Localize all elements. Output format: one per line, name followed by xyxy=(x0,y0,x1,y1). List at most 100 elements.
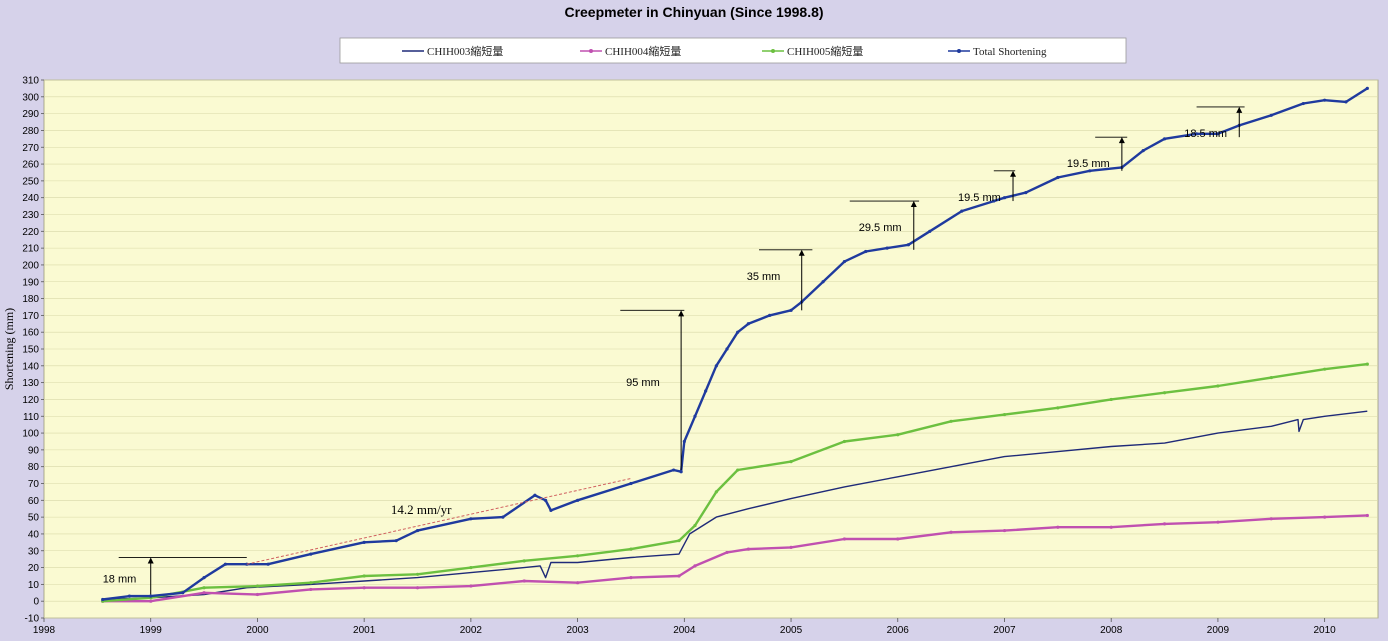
y-tick-label: 270 xyxy=(22,143,39,154)
series-point-1 xyxy=(576,581,579,584)
y-tick-label: 230 xyxy=(22,210,39,221)
y-tick-label: 310 xyxy=(22,76,39,87)
series-point-2 xyxy=(1110,398,1113,401)
x-tick-label: 2004 xyxy=(673,625,696,636)
series-point-3 xyxy=(768,314,771,317)
series-point-2 xyxy=(363,574,366,577)
series-point-2 xyxy=(1056,406,1059,409)
series-point-1 xyxy=(1366,514,1369,517)
series-point-3 xyxy=(789,309,792,312)
series-point-3 xyxy=(928,230,931,233)
y-tick-label: 110 xyxy=(23,412,39,423)
chart-title: Creepmeter in Chinyuan (Since 1998.8) xyxy=(564,4,823,20)
series-point-3 xyxy=(1024,191,1027,194)
series-point-1 xyxy=(202,591,205,594)
y-tick-label: 170 xyxy=(22,311,39,322)
series-point-1 xyxy=(843,537,846,540)
series-point-1 xyxy=(789,546,792,549)
series-point-3 xyxy=(693,415,696,418)
series-point-2 xyxy=(789,460,792,463)
series-point-1 xyxy=(896,537,899,540)
y-tick-label: 180 xyxy=(22,294,39,305)
step-label: 18.5 mm xyxy=(1184,128,1227,140)
series-point-2 xyxy=(309,581,312,584)
series-point-3 xyxy=(715,364,718,367)
y-tick-label: 140 xyxy=(22,361,39,372)
x-axis: 1998 1999 2000 2001 2002 2003 2004 2005 2006 2007… xyxy=(33,618,1336,636)
series-point-3 xyxy=(1003,196,1006,199)
series-point-3 xyxy=(469,517,472,520)
series-point-2 xyxy=(1003,413,1006,416)
series-point-1 xyxy=(1323,516,1326,519)
series-point-2 xyxy=(1163,391,1166,394)
series-point-3 xyxy=(629,482,632,485)
series-point-2 xyxy=(1323,368,1326,371)
series-point-3 xyxy=(704,389,707,392)
series-point-3 xyxy=(544,499,547,502)
series-point-1 xyxy=(309,588,312,591)
series-point-1 xyxy=(1216,521,1219,524)
y-tick-label: 220 xyxy=(22,227,39,238)
series-point-3 xyxy=(1344,100,1347,103)
y-tick-label: 40 xyxy=(28,529,40,540)
series-point-1 xyxy=(677,574,680,577)
series-point-1 xyxy=(256,593,259,596)
series-point-3 xyxy=(1056,176,1059,179)
series-point-2 xyxy=(1216,384,1219,387)
series-point-2 xyxy=(677,539,680,542)
series-point-1 xyxy=(1270,517,1273,520)
x-tick-label: 2000 xyxy=(246,625,269,636)
step-label: 19.5 mm xyxy=(958,192,1001,204)
series-point-2 xyxy=(416,573,419,576)
x-tick-label: 2010 xyxy=(1314,625,1337,636)
series-point-3 xyxy=(1163,137,1166,140)
y-tick-label: 50 xyxy=(28,513,40,524)
y-tick-label: 160 xyxy=(22,328,39,339)
series-point-3 xyxy=(224,563,227,566)
step-label: 95 mm xyxy=(626,377,660,389)
series-point-3 xyxy=(1323,99,1326,102)
series-point-3 xyxy=(501,516,504,519)
series-point-2 xyxy=(1366,363,1369,366)
x-tick-label: 2006 xyxy=(887,625,910,636)
series-point-3 xyxy=(1270,114,1273,117)
y-tick-label: 20 xyxy=(28,563,40,574)
series-point-2 xyxy=(469,566,472,569)
y-tick-label: 250 xyxy=(22,176,39,187)
y-tick-label: 70 xyxy=(28,479,40,490)
series-point-1 xyxy=(693,564,696,567)
x-tick-label: 2008 xyxy=(1100,625,1123,636)
y-tick-label: 210 xyxy=(22,244,39,255)
legend-label: CHIH005縮短量 xyxy=(787,44,863,58)
y-tick-label: 190 xyxy=(22,277,39,288)
series-point-3 xyxy=(267,563,270,566)
series-point-1 xyxy=(1163,522,1166,525)
series-point-1 xyxy=(1056,526,1059,529)
y-tick-label: -10 xyxy=(25,614,40,625)
legend-marker xyxy=(589,49,593,53)
legend-label: CHIH003縮短量 xyxy=(427,44,503,58)
series-point-2 xyxy=(523,559,526,562)
y-tick-label: 150 xyxy=(22,345,39,356)
trend-label: 14.2 mm/yr xyxy=(391,502,452,517)
series-point-2 xyxy=(736,468,739,471)
y-tick-label: 100 xyxy=(22,429,39,440)
x-tick-label: 1999 xyxy=(140,625,163,636)
series-point-2 xyxy=(950,420,953,423)
series-point-3 xyxy=(309,553,312,556)
series-point-2 xyxy=(896,433,899,436)
y-tick-label: 290 xyxy=(22,109,39,120)
step-label: 19.5 mm xyxy=(1067,158,1110,170)
legend-marker xyxy=(957,49,961,53)
series-point-2 xyxy=(843,440,846,443)
x-tick-label: 2002 xyxy=(460,625,483,636)
y-axis-label: Shortening (mm) xyxy=(2,308,16,390)
y-tick-label: 0 xyxy=(33,597,39,608)
y-tick-label: 80 xyxy=(28,462,40,473)
chart-legend: CHIH003縮短量 CHIH004縮短量 CHIH005縮短量 Total Shor… xyxy=(340,38,1126,63)
series-point-3 xyxy=(672,468,675,471)
x-tick-label: 2001 xyxy=(353,625,376,636)
series-point-3 xyxy=(395,539,398,542)
series-point-3 xyxy=(864,250,867,253)
step-label: 29.5 mm xyxy=(859,222,902,234)
